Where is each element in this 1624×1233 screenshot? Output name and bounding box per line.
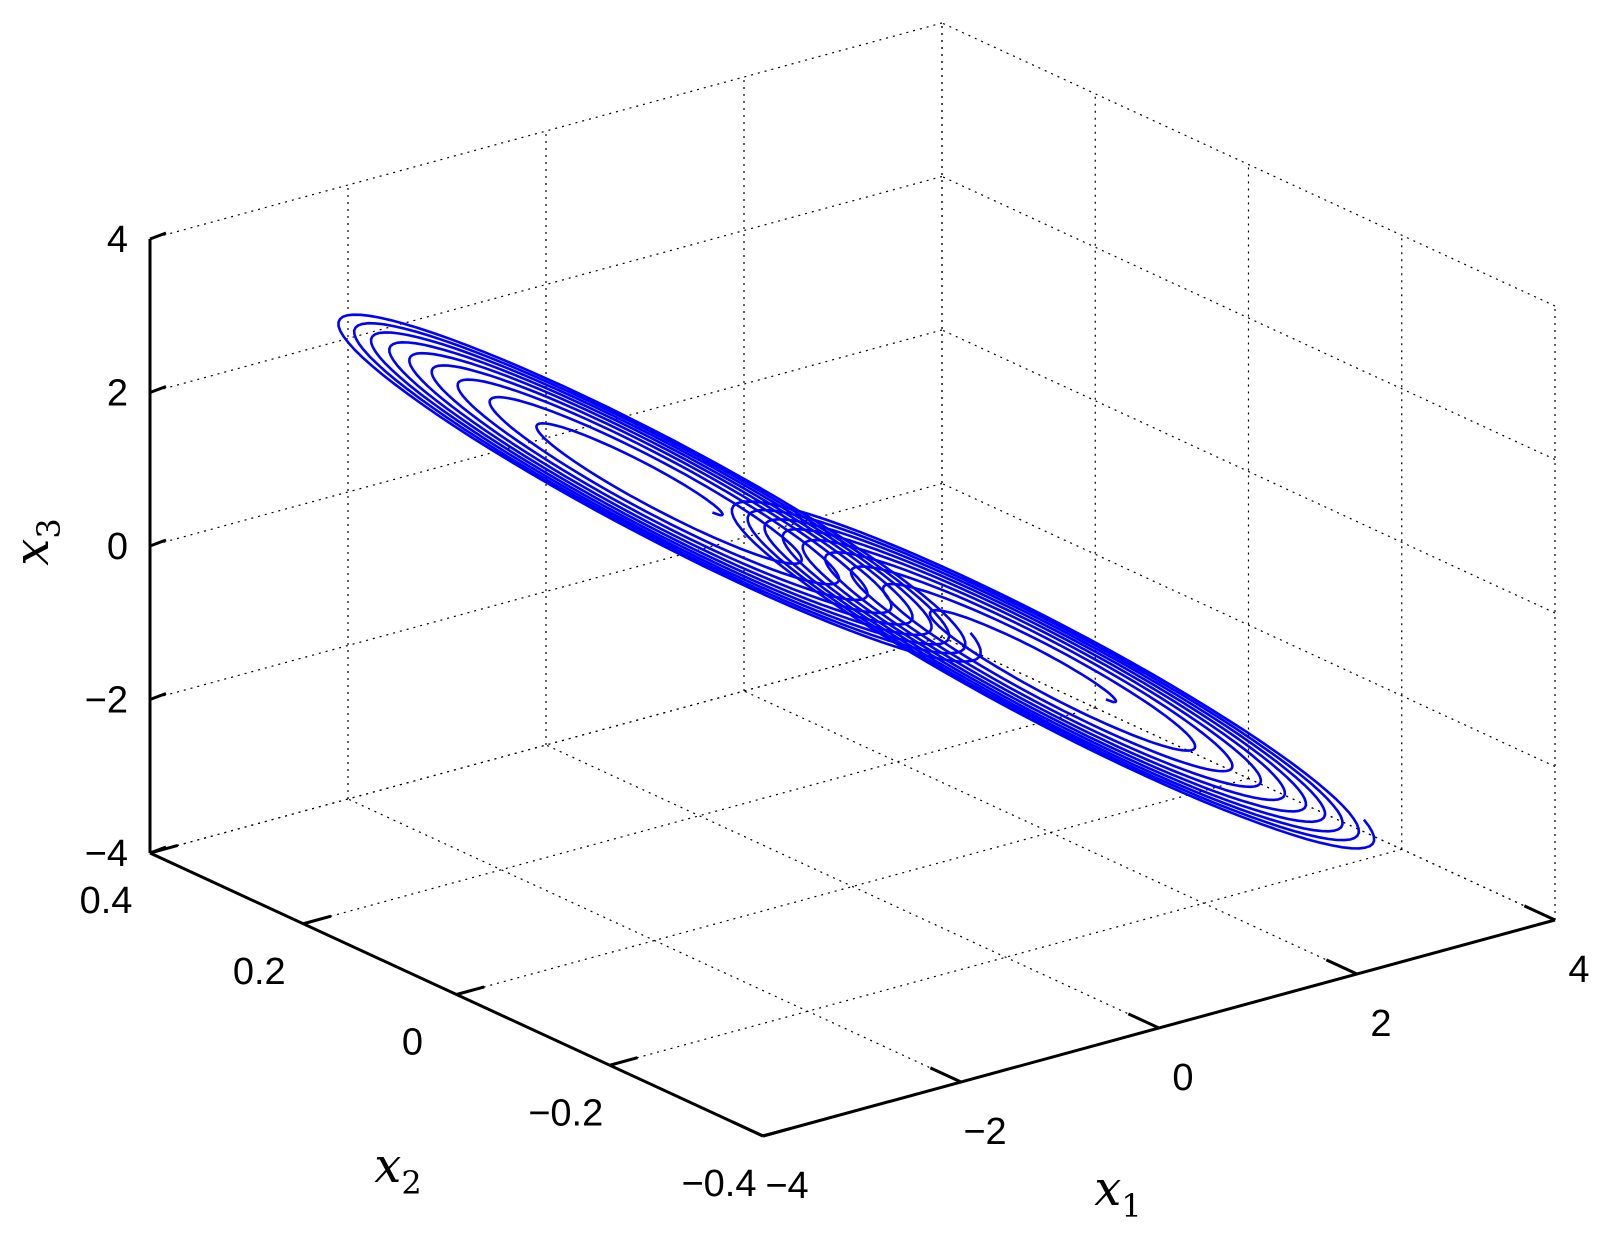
x3-tick [149, 231, 167, 241]
axes [148, 239, 1556, 1138]
trajectory-series [337, 313, 1376, 850]
grid-line [941, 482, 1556, 768]
x3-tick-label: 2 [107, 373, 128, 415]
x1-tick [731, 1120, 764, 1138]
grid-line [941, 22, 1556, 307]
grid-line [347, 798, 962, 1083]
x2-tick-label: 0 [402, 1022, 423, 1064]
axis-ticks: −4 −2 0 2 4 −0.4 −0.2 0 0.2 0.4 −4 −2 0 2 4 [80, 219, 1590, 1207]
x1-axis-label: x1 [1094, 1161, 1141, 1225]
x2-tick-label: −0.2 [528, 1092, 603, 1134]
grid-line [149, 175, 943, 394]
x2-tick [609, 1056, 638, 1067]
grid-line [303, 707, 1096, 925]
x3-tick-label: 4 [107, 219, 128, 261]
x2-tick-label: 0.4 [80, 880, 133, 922]
x1-tick-label: −4 [765, 1165, 808, 1207]
x2-tick-label: −0.4 [681, 1163, 756, 1205]
x1-tick [1523, 904, 1556, 922]
x3-tick-label: −2 [85, 680, 128, 722]
x2-tick [302, 914, 332, 926]
grid-line [941, 175, 1556, 461]
x1-tick-label: 4 [1568, 949, 1589, 991]
x3-tick [149, 692, 167, 701]
x3-tick-label: −4 [85, 833, 128, 875]
grid-line [545, 744, 1160, 1029]
x3-axis-label: x3 [4, 518, 68, 565]
grid-line [743, 690, 1358, 975]
x3-tick-label: 0 [107, 526, 128, 568]
trajectory-lobe-1 [337, 313, 982, 663]
grid-lines [149, 22, 1556, 1137]
x3-tick [149, 538, 167, 548]
x1-tick-label: 2 [1370, 1003, 1391, 1045]
x2-tick [456, 985, 485, 996]
grid-line [941, 329, 1556, 614]
x1-tick [1127, 1012, 1160, 1030]
x1-tick-label: −2 [963, 1111, 1006, 1153]
x1-tick-label: 0 [1172, 1057, 1193, 1099]
x3-tick [149, 385, 167, 394]
x1-tick [929, 1066, 962, 1084]
x3-tick [149, 845, 167, 855]
x1-tick [1325, 958, 1358, 976]
x2-tick-label: 0.2 [233, 951, 286, 993]
x2-tick [762, 1126, 792, 1138]
trajectory-lobe-2 [730, 500, 1376, 850]
x2-axis-label: x2 [374, 1138, 421, 1202]
